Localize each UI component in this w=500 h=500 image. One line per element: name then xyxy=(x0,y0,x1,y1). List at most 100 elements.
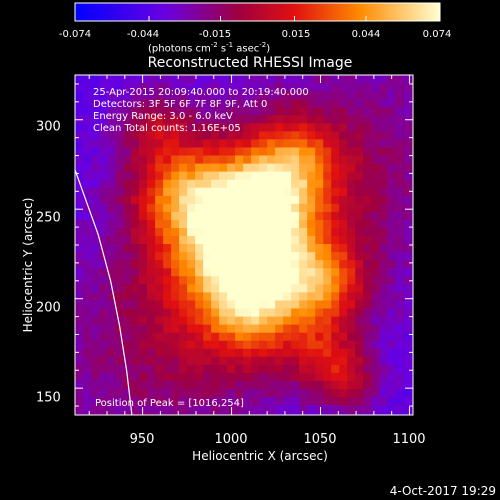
heatmap-cell xyxy=(403,397,412,406)
heatmap-cell xyxy=(419,381,428,390)
heatmap-cell xyxy=(275,211,284,221)
heatmap-cell xyxy=(387,187,396,197)
heatmap-cell xyxy=(195,179,204,189)
heatmap-cell xyxy=(179,75,188,84)
heatmap-cell xyxy=(123,155,132,165)
heatmap-cell xyxy=(347,276,356,286)
heatmap-cell xyxy=(243,348,252,358)
heatmap-cell xyxy=(171,107,180,117)
heatmap-cell xyxy=(283,236,292,245)
heatmap-cell xyxy=(147,179,156,189)
y-tick-label: 150 xyxy=(36,390,61,406)
heatmap-cell xyxy=(195,332,204,342)
heatmap-cell xyxy=(243,300,252,310)
heatmap-cell xyxy=(291,187,300,197)
heatmap-cell xyxy=(83,219,92,229)
heatmap-cell xyxy=(387,381,396,390)
heatmap-cell xyxy=(107,99,116,109)
heatmap-cell xyxy=(195,356,204,366)
heatmap-cell xyxy=(363,131,372,141)
heatmap-cell xyxy=(363,179,372,189)
heatmap-cell xyxy=(307,171,316,181)
heatmap-cell xyxy=(123,332,132,342)
heatmap-cell xyxy=(331,308,340,318)
heatmap-cell xyxy=(243,244,252,253)
heatmap-cell xyxy=(331,91,340,100)
heatmap-cell xyxy=(107,300,116,310)
heatmap-cell xyxy=(195,107,204,117)
heatmap-cell xyxy=(211,332,220,342)
heatmap-cell xyxy=(139,421,148,430)
heatmap-cell xyxy=(355,179,364,189)
heatmap-cell xyxy=(91,405,100,415)
heatmap-cell xyxy=(131,356,140,366)
heatmap-cell xyxy=(83,99,92,109)
heatmap-cell xyxy=(323,364,332,374)
heatmap-cell xyxy=(299,421,308,430)
heatmap-cell xyxy=(163,405,172,415)
heatmap-cell xyxy=(259,252,268,262)
heatmap-cell xyxy=(299,268,308,278)
heatmap-cell xyxy=(75,405,84,415)
heatmap-cell xyxy=(403,236,412,245)
heatmap-cell xyxy=(339,260,348,270)
heatmap-cell xyxy=(339,284,348,294)
heatmap-cell xyxy=(99,75,108,84)
heatmap-cell xyxy=(99,276,108,286)
heatmap-cell xyxy=(147,99,156,109)
heatmap-cell xyxy=(267,99,276,109)
heatmap-cell xyxy=(419,236,428,245)
heatmap-cell xyxy=(315,389,324,398)
heatmap-cell xyxy=(339,163,348,173)
heatmap-cell xyxy=(259,300,268,310)
heatmap-cell xyxy=(363,123,372,133)
heatmap-cell xyxy=(395,348,404,358)
heatmap-cell xyxy=(187,107,196,117)
heatmap-cell xyxy=(363,276,372,286)
heatmap-cell xyxy=(419,148,428,157)
heatmap-cell xyxy=(315,413,324,415)
heatmap-cell xyxy=(83,195,92,205)
heatmap-cell xyxy=(195,211,204,221)
heatmap-cell xyxy=(347,195,356,205)
heatmap-cell xyxy=(171,421,180,430)
heatmap-cell xyxy=(323,131,332,141)
heatmap-cell xyxy=(411,236,413,245)
heatmap-cell xyxy=(339,397,348,406)
heatmap-cell xyxy=(307,260,316,270)
heatmap-cell xyxy=(323,123,332,133)
heatmap-cell xyxy=(387,107,396,117)
heatmap-cell xyxy=(275,107,284,117)
heatmap-cell xyxy=(259,268,268,278)
heatmap-cell xyxy=(315,292,324,302)
heatmap-cell xyxy=(307,372,316,382)
heatmap-cell xyxy=(419,99,428,108)
heatmap-cell xyxy=(179,219,188,229)
heatmap-cell xyxy=(411,292,413,302)
y-tick-label: 200 xyxy=(36,300,61,316)
heatmap-cell xyxy=(155,171,164,181)
heatmap-cell xyxy=(259,397,268,406)
heatmap-cell xyxy=(107,115,116,125)
heatmap-cell xyxy=(139,389,148,398)
heatmap-cell xyxy=(259,99,268,109)
heatmap-cell xyxy=(115,139,124,149)
heatmap-cell xyxy=(387,203,396,213)
heatmap-cell xyxy=(195,155,204,165)
heatmap-cell xyxy=(107,389,116,398)
heatmap-cell xyxy=(419,325,428,334)
heatmap-cell xyxy=(243,228,252,237)
heatmap-cell xyxy=(275,260,284,270)
heatmap-cell xyxy=(75,372,84,382)
heatmap-cell xyxy=(283,284,292,294)
heatmap-cell xyxy=(251,389,260,398)
heatmap-cell xyxy=(363,348,372,358)
heatmap-cell xyxy=(291,147,300,157)
heatmap-cell xyxy=(115,340,124,350)
heatmap-cell xyxy=(147,260,156,270)
colorbar-unit-label: (photons cm-2 s-1 asec-2) xyxy=(148,41,271,55)
heatmap-cell xyxy=(99,252,108,262)
heatmap-cell xyxy=(187,83,196,92)
heatmap-cell xyxy=(275,99,284,109)
heatmap-cell xyxy=(131,276,140,286)
